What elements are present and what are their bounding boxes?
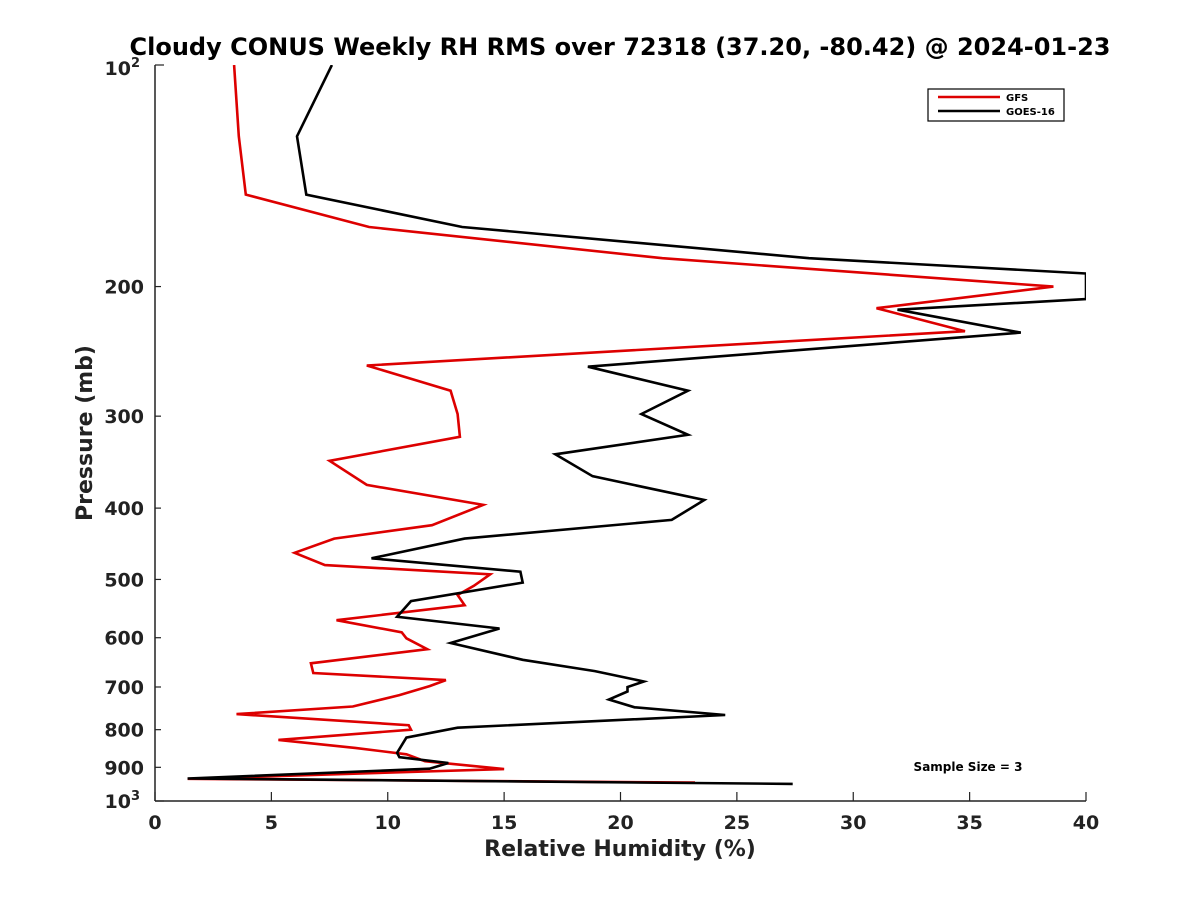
y-tick-label: 500	[104, 569, 144, 591]
x-tick-label: 10	[375, 812, 401, 834]
x-tick-label: 25	[724, 812, 750, 834]
sample-size-annotation: Sample Size = 3	[914, 760, 1023, 774]
y-tick-label: 800	[104, 720, 144, 742]
legend-label-goes-16: GOES-16	[1006, 107, 1055, 118]
x-tick-label: 15	[491, 812, 517, 834]
y-tick-label-top: 102	[105, 56, 141, 80]
y-tick-label: 900	[104, 757, 144, 779]
series-line-goes-16	[187, 65, 1086, 786]
y-ticks: 200 300 400 500 600 700 800 900	[104, 64, 164, 802]
x-tick-label: 30	[840, 812, 866, 834]
y-tick-label-bottom: 103	[105, 789, 141, 813]
y-tick-label: 300	[104, 406, 144, 428]
x-tick-label: 35	[956, 812, 982, 834]
y-bottom-base: 10	[105, 791, 131, 813]
y-axis-label: Pressure (mb)	[73, 345, 98, 521]
y-tick-label: 700	[104, 677, 144, 699]
y-tick-label: 600	[104, 628, 144, 650]
x-tick-label: 5	[265, 812, 278, 834]
legend-label-gfs: GFS	[1006, 93, 1028, 104]
x-tick-label: 40	[1073, 812, 1099, 834]
y-bottom-exp: 3	[131, 789, 140, 804]
y-tick-label: 400	[104, 498, 144, 520]
chart-title: Cloudy CONUS Weekly RH RMS over 72318 (3…	[130, 33, 1111, 61]
y-top-exp: 2	[131, 56, 140, 71]
series-layer	[187, 65, 1086, 786]
y-top-base: 10	[105, 58, 131, 80]
legend-box	[927, 88, 1065, 122]
legend: GFS GOES-16	[927, 88, 1065, 122]
x-tick-label: 0	[148, 812, 161, 834]
x-ticks: 0 5 10 15 20 25 30 35 40	[148, 792, 1099, 834]
y-tick-label: 200	[104, 277, 144, 299]
x-tick-label: 20	[607, 812, 633, 834]
x-axis-label: Relative Humidity (%)	[484, 837, 756, 862]
series-line-gfs	[187, 65, 1054, 784]
